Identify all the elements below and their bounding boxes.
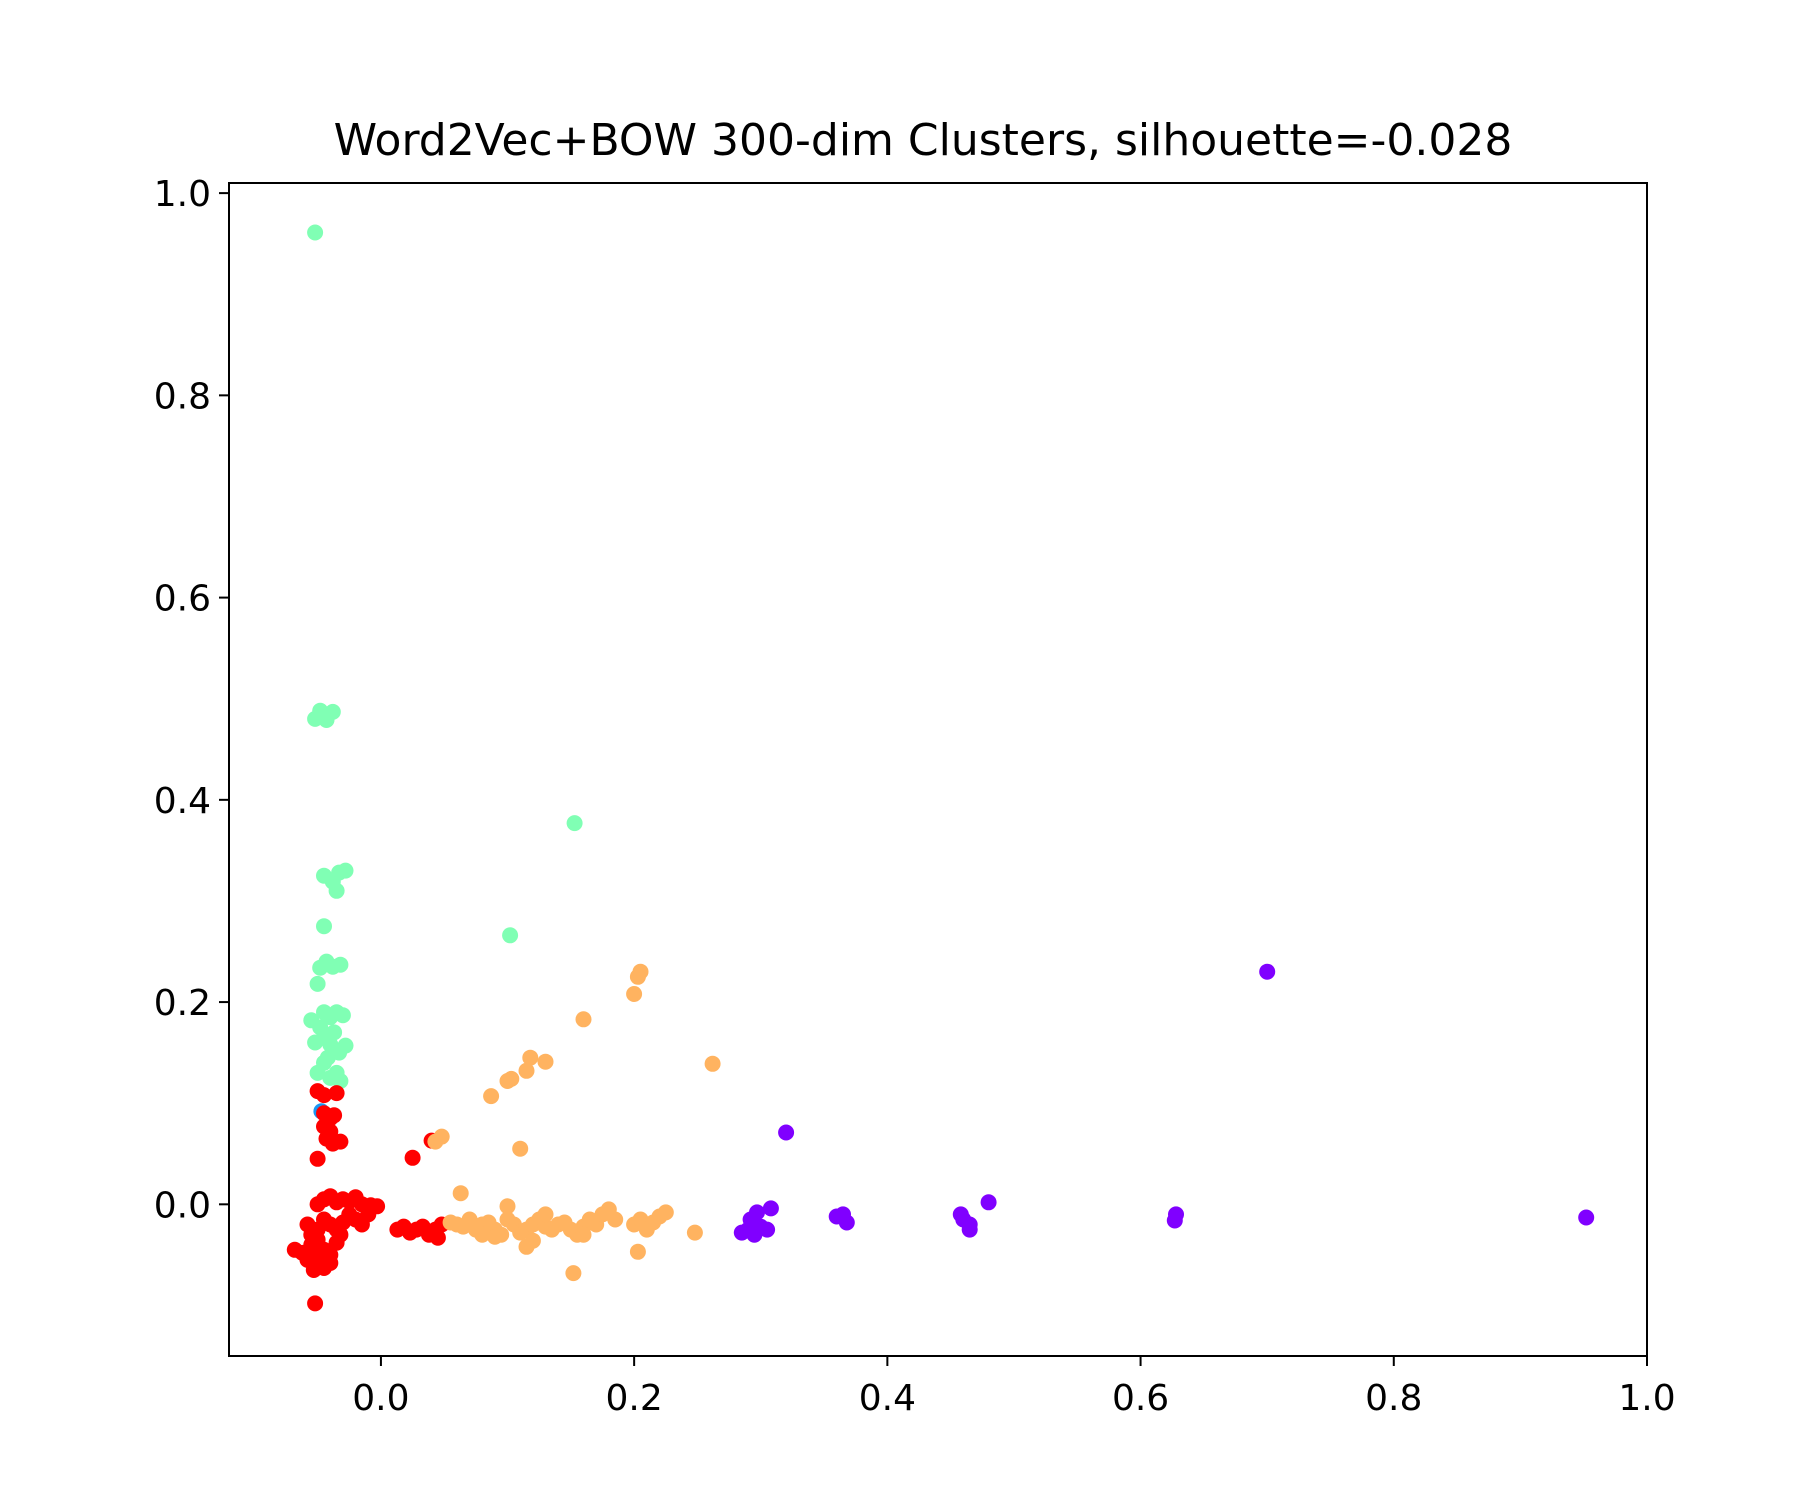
scatter-point	[360, 1206, 377, 1223]
y-tick-label: 0.6	[154, 579, 211, 620]
scatter-point	[502, 927, 519, 944]
scatter-point	[575, 1011, 592, 1028]
scatter-point	[762, 1200, 779, 1217]
y-tick-label: 0.4	[154, 781, 211, 822]
scatter-point	[704, 1055, 721, 1072]
scatter-point	[759, 1221, 776, 1238]
scatter-point	[566, 815, 583, 832]
scatter-point	[452, 1185, 469, 1202]
x-tick-label: 0.0	[352, 1378, 409, 1419]
chart-title: Word2Vec+BOW 300-dim Clusters, silhouett…	[334, 115, 1513, 166]
scatter-point	[686, 1224, 703, 1241]
scatter-point	[657, 1204, 674, 1221]
y-tick-label: 0.0	[154, 1185, 211, 1226]
scatter-point	[429, 1229, 446, 1246]
x-tick-label: 0.4	[859, 1378, 916, 1419]
scatter-point	[337, 1037, 354, 1054]
scatter-point	[607, 1211, 624, 1228]
scatter-point	[1166, 1212, 1183, 1229]
y-tick-label: 0.8	[154, 376, 211, 417]
scatter-point	[326, 1024, 343, 1041]
scatter-point	[332, 1133, 349, 1150]
scatter-point	[316, 706, 332, 723]
x-tick-label: 1.0	[1618, 1378, 1675, 1419]
x-tick-label: 0.8	[1365, 1378, 1422, 1419]
plot-frame	[228, 182, 1648, 1357]
scatter-point	[961, 1221, 978, 1238]
scatter-point	[629, 1243, 646, 1260]
y-tick-label: 0.2	[154, 983, 211, 1024]
scatter-point	[328, 882, 345, 899]
x-tick-label: 0.6	[1112, 1378, 1169, 1419]
y-tick-label: 1.0	[154, 174, 211, 215]
scatter-point	[319, 1049, 336, 1066]
scatter-point	[332, 1226, 349, 1243]
x-tick-label: 0.2	[606, 1378, 663, 1419]
scatter-point	[1578, 1209, 1595, 1226]
scatter-point	[565, 1265, 582, 1282]
scatter-point	[309, 975, 326, 992]
scatter-point	[486, 1228, 503, 1245]
scatter-point	[427, 1133, 444, 1150]
scatter-point	[626, 986, 643, 1002]
scatter-point	[746, 1226, 763, 1243]
scatter-point	[499, 1198, 516, 1215]
scatter-point	[733, 1224, 750, 1241]
scatter-point	[537, 1053, 554, 1070]
scatter-point	[316, 1087, 332, 1104]
scatter-point	[326, 1107, 343, 1124]
axes-layer: 0.0 0.2 0.4 0.6 0.8 1.0 0.0 0.2 0.4 0.6 0.8 1.0	[154, 174, 1676, 1419]
scatter-point	[838, 1214, 855, 1231]
scatter-point	[309, 1150, 326, 1167]
scatter-point	[575, 1226, 592, 1243]
scatter-point	[307, 1295, 324, 1312]
scatter-point	[1259, 963, 1276, 980]
scatter-point	[307, 224, 324, 241]
scatter-point	[522, 1049, 539, 1066]
scatter-point	[328, 1085, 345, 1102]
scatter-point	[629, 968, 646, 985]
scatter-point	[337, 862, 354, 879]
scatter-point	[322, 1255, 339, 1271]
scatter-point	[980, 1194, 997, 1211]
scatter-point	[537, 1206, 554, 1223]
points-layer	[286, 224, 1595, 1312]
scatter-point	[332, 956, 349, 973]
scatter-point	[404, 1149, 421, 1166]
scatter-point	[334, 1007, 351, 1024]
scatter-point	[778, 1124, 795, 1141]
scatter-point	[512, 1140, 529, 1157]
scatter-point	[316, 918, 332, 935]
scatter-point	[499, 1073, 516, 1089]
scatter-point	[474, 1226, 491, 1243]
scatter-point	[332, 1073, 349, 1089]
scatter-point	[309, 1231, 326, 1248]
scatter-point	[483, 1088, 500, 1105]
scatter-point	[524, 1232, 541, 1249]
scatter-point	[518, 1062, 535, 1079]
